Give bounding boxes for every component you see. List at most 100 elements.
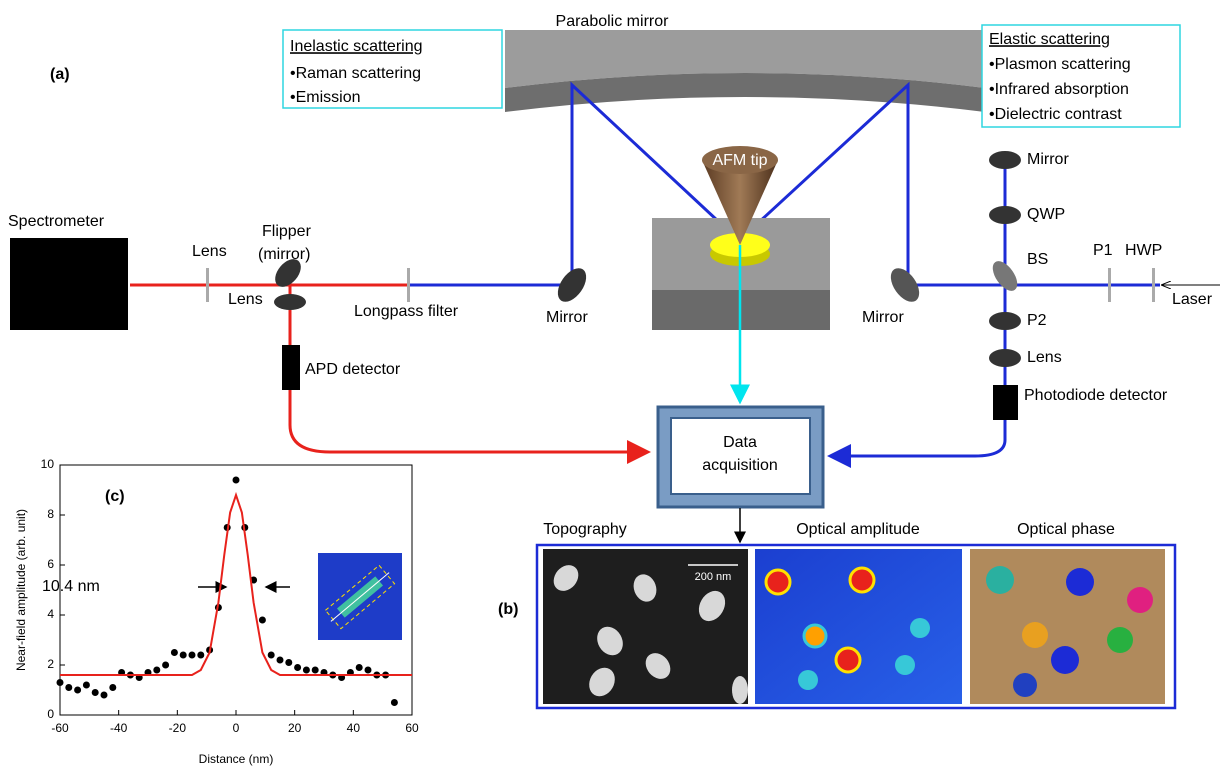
data-point [65,684,73,691]
annotation: 10.4 nm [42,578,100,595]
data-point [74,686,82,694]
apd-signal [288,390,651,464]
box-item: •Infrared absorption [989,81,1129,98]
panel-label: (a) [50,66,70,83]
y-tick-label: 4 [47,607,54,621]
data-point [390,699,398,706]
image-title: Optical phase [1017,521,1115,538]
lens [989,349,1021,367]
x-tick-label: 60 [405,721,419,735]
image-title: Optical amplitude [796,521,920,538]
box-item: •Plasmon scattering [989,56,1131,73]
amplitude-particles [764,566,930,690]
pd-signal [827,420,1007,468]
lens [206,268,209,302]
data-point [355,664,363,671]
x-tick-label: -40 [110,721,128,735]
topography-particles [553,565,748,704]
y-axis-label: Near-field amplitude (arb. unit) [14,509,28,671]
label: Lens [228,291,263,308]
hwp [1152,268,1155,302]
label: BS [1027,251,1048,268]
inelastic-box [282,29,503,109]
y-tick-label: 2 [47,657,54,671]
parabolic-mirror-edge [505,73,985,112]
data-point [162,661,170,669]
label: Lens [1027,349,1062,366]
y-tick-label: 10 [41,457,55,471]
p1 [1108,268,1111,302]
label: Photodiode detector [1024,387,1168,404]
data-point [364,666,372,674]
box-item: •Raman scattering [290,65,421,82]
diagram: (a) Parabolic mirror Inelastic scatterin… [8,13,1220,710]
p2 [989,312,1021,330]
apd-detector [282,345,300,390]
x-axis-label: Distance (nm) [199,752,274,766]
data-point [276,656,284,664]
label: (mirror) [258,246,310,263]
label: Laser [1172,291,1213,308]
y-tick-label: 6 [47,557,54,571]
data-point [82,681,90,689]
label: P1 [1093,242,1113,259]
filter [407,268,410,302]
y-tick-label: 0 [47,707,54,721]
label: Mirror [862,309,904,326]
label: QWP [1027,206,1065,223]
data-point [197,651,205,659]
label: Parabolic mirror [556,13,670,30]
data-point [109,684,117,691]
x-tick-label: 0 [233,721,240,735]
label: Longpass filter [354,303,459,320]
lens [274,294,306,310]
data-point [179,651,187,659]
y-tick-label: 8 [47,507,54,521]
label: Mirror [546,309,588,326]
label: AFM tip [712,152,767,169]
data-point [232,476,240,484]
data-point [267,651,275,659]
data-point [153,666,161,674]
data-point [311,666,319,674]
panel-label: (c) [105,488,125,505]
label: P2 [1027,312,1047,329]
daq-inner [670,417,811,495]
label: Flipper [262,223,312,240]
mirror [890,268,920,302]
label: acquisition [702,457,778,474]
x-tick-label: -20 [169,721,187,735]
label: HWP [1125,242,1162,259]
image-title: Topography [543,521,627,538]
qwp [989,206,1021,224]
box-title: Inelastic scattering [290,38,423,55]
data-point [302,666,310,674]
elastic-box [981,24,1181,128]
label: Mirror [1027,151,1069,168]
chart: (c) Distance (nm) Near-field amplitude (… [14,457,419,766]
beams [410,81,1160,420]
data-point [188,651,196,659]
mirror [989,151,1021,169]
flipper [275,259,301,287]
label: Spectrometer [8,213,105,230]
data-point [56,679,64,686]
x-tick-label: 40 [347,721,361,735]
spectrometer [10,238,128,330]
label: Lens [192,243,227,260]
afm-tip-top [702,146,778,174]
parabolic-mirror [505,30,985,88]
x-tick-label: -60 [51,721,69,735]
label: APD detector [305,361,401,378]
scale-label: 200 nm [695,571,732,583]
afm-tip [702,160,778,245]
data-point [91,689,99,696]
label: Data [723,434,757,451]
mirror [557,268,587,302]
box-item: •Dielectric contrast [989,106,1122,123]
beam-splitter [992,261,1018,291]
fit-line [60,491,412,676]
data-point [170,649,178,656]
data-point [294,664,302,671]
